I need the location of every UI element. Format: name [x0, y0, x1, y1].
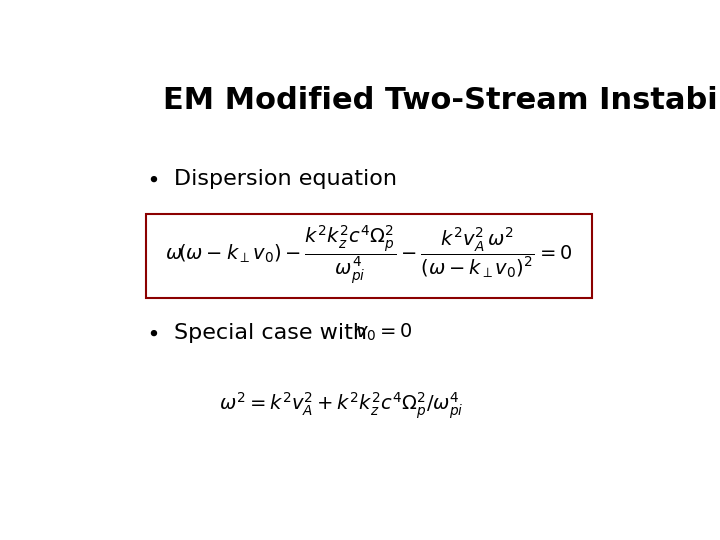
Text: Dispersion equation: Dispersion equation — [174, 168, 397, 189]
Text: $v_0 = 0$: $v_0 = 0$ — [355, 321, 413, 343]
FancyBboxPatch shape — [145, 214, 593, 298]
Text: $\bullet$: $\bullet$ — [145, 168, 158, 189]
Text: $\bullet$: $\bullet$ — [145, 322, 158, 342]
Text: EM Modified Two-Stream Instability: EM Modified Two-Stream Instability — [163, 85, 720, 114]
Text: $\omega^2 = k^2 v_A^2 + k^2 k_z^2 c^4 \Omega_p^2 / \omega_{pi}^4$: $\omega^2 = k^2 v_A^2 + k^2 k_z^2 c^4 \O… — [219, 390, 463, 421]
Text: $\omega\!\left(\omega - k_{\perp}v_0\right) - \dfrac{k^2 k_z^2 c^4 \Omega_p^2}{\: $\omega\!\left(\omega - k_{\perp}v_0\rig… — [166, 224, 572, 286]
Text: Special case with: Special case with — [174, 322, 374, 342]
